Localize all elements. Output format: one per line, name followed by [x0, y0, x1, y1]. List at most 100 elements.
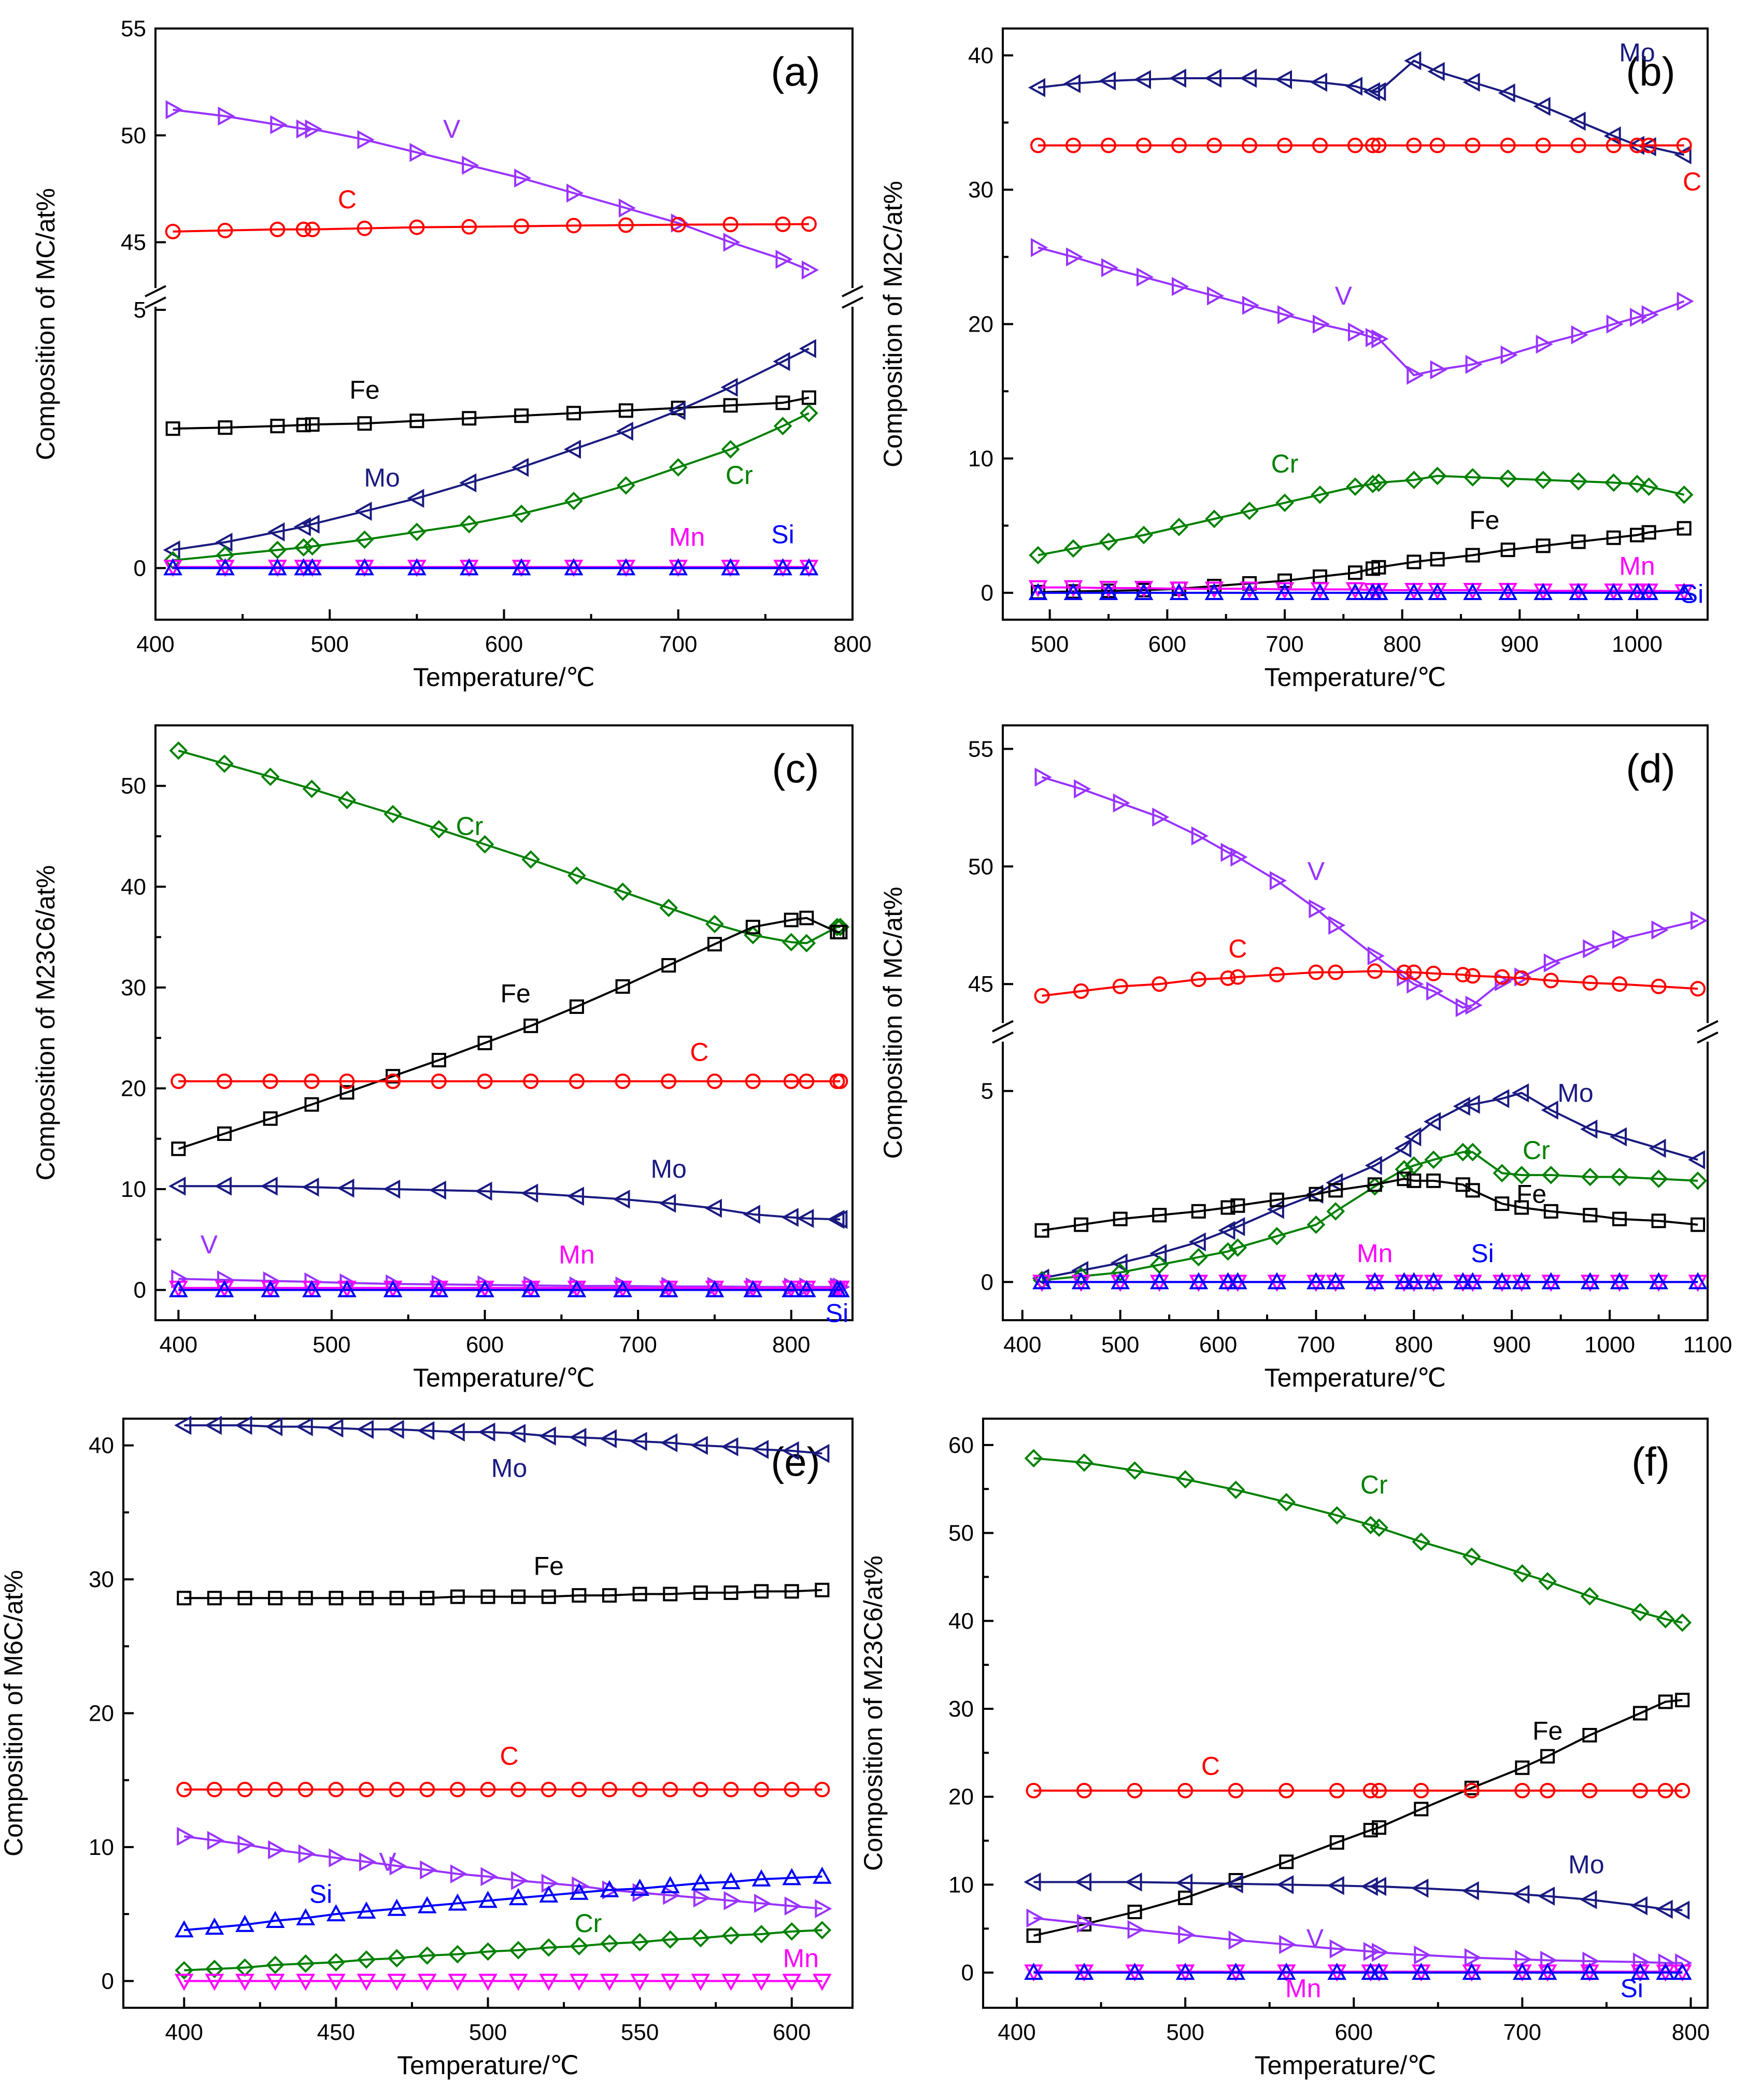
y-axis-label: Composition of MC/at% [31, 188, 60, 460]
data-point-cr [509, 1941, 528, 1960]
data-point-v [1127, 1920, 1145, 1939]
data-point-fe [1543, 1204, 1558, 1219]
data-point-mo [1630, 1896, 1647, 1916]
x-tick-label: 500 [469, 2020, 507, 2045]
data-point-fe [1367, 1177, 1382, 1192]
data-point-mo [1533, 97, 1551, 116]
data-point-fe [1606, 530, 1621, 545]
data-point-v [1077, 1913, 1095, 1933]
data-point-si [1074, 1963, 1094, 1980]
data-point-mo [1360, 1877, 1378, 1896]
series-label-cr: Cr [726, 461, 753, 490]
data-point-fe [217, 1126, 232, 1141]
data-point-cr [1072, 1267, 1090, 1286]
data-point-c [1362, 1782, 1379, 1798]
data-point-cr [521, 850, 541, 869]
data-point-si [1149, 1272, 1169, 1290]
data-point-si [1395, 1272, 1414, 1290]
data-point-fe [359, 1591, 374, 1606]
y-tick-label: 20 [948, 1784, 974, 1810]
data-point-mo [235, 1416, 252, 1435]
data-point-fe [1582, 1727, 1597, 1742]
data-point-cr [570, 1937, 589, 1955]
data-point-c [1464, 1782, 1480, 1798]
data-point-fe [511, 1589, 526, 1604]
data-point-fe [663, 1587, 678, 1602]
data-point-si [1169, 583, 1189, 601]
data-point-v [1066, 247, 1084, 267]
y-tick-label: 10 [89, 1835, 114, 1860]
data-point-si [1369, 1963, 1389, 1980]
data-point-si [1204, 583, 1224, 601]
data-point-mo [660, 1433, 678, 1452]
data-point-v [1414, 1945, 1431, 1965]
data-point-cr [831, 918, 850, 936]
data-point-c [661, 1073, 677, 1089]
data-point-c [1242, 137, 1257, 153]
data-point-si [1538, 1963, 1557, 1980]
series-line-mo [184, 1424, 822, 1455]
series-label-fe: Fe [1532, 1716, 1563, 1745]
data-point-c [1367, 963, 1383, 979]
y-axis-label: Composition of M6C/at% [0, 1570, 28, 1856]
data-point-si [429, 1280, 449, 1297]
series-line-v [183, 1835, 822, 1910]
data-point-mo [1649, 1138, 1666, 1158]
data-point-cr [215, 754, 234, 773]
data-point-mo [1462, 73, 1480, 92]
data-point-v [1074, 779, 1091, 798]
x-tick-label: 400 [1003, 1332, 1041, 1358]
data-point-si [383, 1280, 403, 1297]
data-point-c [1676, 137, 1692, 153]
data-point-mo [1074, 1872, 1092, 1892]
data-point-c [775, 216, 791, 232]
data-point-c [328, 1781, 344, 1797]
x-tick-label: 700 [659, 632, 697, 657]
data-point-cr [1268, 1226, 1286, 1246]
data-point-c [449, 1781, 465, 1797]
data-point-mo [1404, 1127, 1422, 1147]
data-point-mo [1369, 82, 1386, 102]
data-point-c [385, 1073, 401, 1089]
x-tick-label: 700 [1503, 2020, 1541, 2045]
data-point-fe [1414, 1802, 1429, 1817]
data-point-c [1127, 1782, 1143, 1798]
data-point-v [693, 1888, 711, 1908]
data-point-cr [797, 934, 816, 953]
panel-label: (d) [1626, 746, 1675, 791]
data-point-v [1329, 1939, 1347, 1959]
data-point-v [409, 142, 427, 162]
data-point-c [1279, 1782, 1295, 1798]
data-point-c [1406, 964, 1422, 980]
data-point-fe [1269, 1192, 1284, 1207]
data-point-cr [1170, 518, 1188, 536]
data-point-cr [169, 741, 188, 760]
data-point-v [1536, 334, 1553, 354]
data-point-v [1242, 295, 1260, 315]
data-point-si [743, 1280, 763, 1297]
series-line-cr [184, 1929, 822, 1972]
data-point-si [459, 558, 479, 576]
data-point-si [337, 1280, 357, 1297]
series-mo [1024, 1872, 1690, 1920]
data-point-v [1328, 916, 1346, 935]
data-point-si [751, 1869, 771, 1887]
data-point-cr [478, 1942, 498, 1961]
data-point-fe [569, 999, 584, 1014]
data-point-cr [669, 458, 688, 477]
data-point-c [618, 217, 634, 233]
data-point-c [1136, 137, 1152, 153]
data-point-v [511, 1871, 529, 1890]
data-point-si [1028, 583, 1048, 601]
data-point-si [265, 1910, 285, 1928]
data-point-fe [566, 406, 581, 421]
data-point-si [782, 1280, 801, 1297]
data-point-mo [508, 1424, 526, 1443]
data-point-mn [1204, 581, 1224, 599]
data-point-fe [268, 1591, 283, 1606]
data-point-v [1228, 1930, 1246, 1950]
data-point-mo [1169, 68, 1186, 88]
data-point-c [1582, 975, 1598, 991]
data-point-mo [720, 378, 738, 397]
x-axis-label: Temperature/℃ [1265, 663, 1446, 692]
